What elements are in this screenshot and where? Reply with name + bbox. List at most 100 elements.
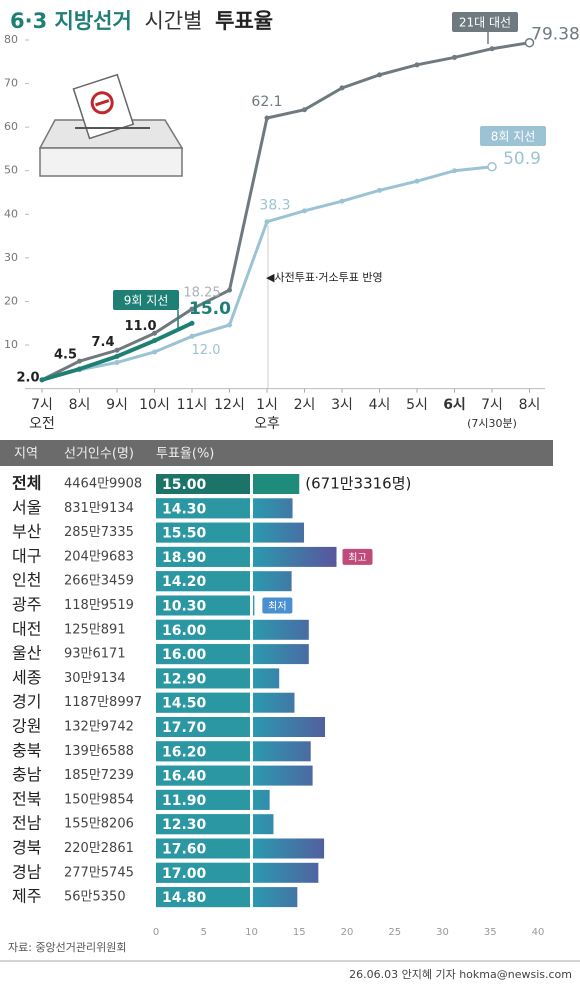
y-tick-label: 40 xyxy=(4,207,18,220)
data-point xyxy=(414,62,420,68)
data-point xyxy=(189,306,195,312)
data-point xyxy=(524,37,535,48)
y-tick-label: 70 xyxy=(4,77,18,90)
badge xyxy=(342,548,373,565)
separator xyxy=(250,862,253,883)
x-tick-label: 1시 xyxy=(256,397,278,413)
value-label: 18.90 xyxy=(162,550,207,566)
separator xyxy=(250,765,253,786)
x-tick-label: 8시 xyxy=(69,397,91,413)
data-point xyxy=(414,178,420,184)
voters: 204만9683 xyxy=(64,549,134,564)
data-point xyxy=(114,353,120,359)
region: 부산 xyxy=(12,522,42,541)
region: 대구 xyxy=(12,546,41,565)
x-tick-label: 8시 xyxy=(519,397,541,413)
data-point xyxy=(264,219,270,225)
x-tick-label: 5 xyxy=(201,927,207,938)
voters: 118만9519 xyxy=(64,598,134,613)
label-box xyxy=(156,765,250,786)
data-label: 7.4 xyxy=(91,335,114,350)
separator xyxy=(250,887,253,908)
value-label: 16.00 xyxy=(162,647,207,663)
data-point xyxy=(77,358,82,364)
data-point xyxy=(227,322,232,328)
source: 자료: 중앙선거관리위원회 xyxy=(8,941,127,954)
separator xyxy=(250,498,253,519)
voters: 4464만9908 xyxy=(64,477,142,492)
x-tick-label: 10 xyxy=(245,927,258,938)
badge xyxy=(262,597,293,614)
x-tick-label: 40 xyxy=(532,927,545,938)
label-box xyxy=(156,814,250,835)
value-label: 15.50 xyxy=(162,526,207,542)
x-tick-label: 25 xyxy=(388,927,401,938)
region: 제주 xyxy=(12,887,41,906)
value-label: 10.30 xyxy=(162,599,207,615)
label-box xyxy=(156,546,250,567)
voters: 266만3459 xyxy=(64,574,134,589)
legend-label: 21대 대선 xyxy=(459,16,511,30)
data-point xyxy=(339,198,345,204)
x-tick-label: 2시 xyxy=(294,397,316,413)
voters: 93만6171 xyxy=(64,647,126,662)
data-point xyxy=(114,359,120,365)
region: 충남 xyxy=(12,765,42,784)
voters: 139만6588 xyxy=(64,744,134,759)
value-label: 16.20 xyxy=(162,744,207,760)
voters: 30만9134 xyxy=(64,671,126,686)
data-label: 50.9 xyxy=(503,149,541,169)
data-point xyxy=(264,115,270,121)
data-point xyxy=(302,208,307,214)
value-label: 12.90 xyxy=(162,671,207,687)
value-label: 12.30 xyxy=(162,817,207,833)
x-tick-label: 9시 xyxy=(106,397,128,413)
region: 광주 xyxy=(12,595,41,614)
x-tick-label: 10시 xyxy=(139,397,170,413)
voters: 1187만8997 xyxy=(64,695,142,710)
region: 강원 xyxy=(12,717,41,736)
title-part: 투표율 xyxy=(215,9,273,33)
label-box xyxy=(156,717,250,737)
y-tick-label: 50 xyxy=(4,164,18,177)
data-point xyxy=(452,168,457,174)
data-point xyxy=(302,107,307,113)
y-tick-label: 30 xyxy=(4,251,18,264)
voters: 150만9854 xyxy=(64,792,134,807)
region: 대전 xyxy=(12,619,41,638)
voters: 155만8206 xyxy=(64,817,134,832)
separator xyxy=(250,474,253,494)
data-point xyxy=(152,330,157,336)
data-point xyxy=(339,85,345,91)
voters: 220만2861 xyxy=(64,841,134,856)
region: 경기 xyxy=(12,692,41,711)
value-label: 16.00 xyxy=(162,623,207,639)
label-box xyxy=(156,692,250,713)
voters: 132만9742 xyxy=(64,720,134,735)
legend-label: 8회 지선 xyxy=(491,130,536,144)
voters: 56만5350 xyxy=(64,890,126,905)
data-point xyxy=(189,333,195,339)
data-label: 18.25 xyxy=(183,286,220,301)
x-sublabel: 오전 xyxy=(29,416,55,432)
value-label: 15.00 xyxy=(162,477,207,493)
separator xyxy=(250,619,253,640)
data-point xyxy=(227,287,232,293)
data-point xyxy=(377,187,382,193)
column-header: 지역 xyxy=(14,447,38,462)
value-label: 17.60 xyxy=(162,842,207,858)
data-label: 62.1 xyxy=(251,94,282,110)
label-box xyxy=(156,741,250,762)
region: 인천 xyxy=(12,571,41,590)
label-box xyxy=(156,522,250,543)
voters: 125만891 xyxy=(64,622,126,637)
label-box xyxy=(156,571,250,592)
x-tick-label: 12시 xyxy=(214,397,245,413)
y-tick-label: 10 xyxy=(4,338,18,351)
data-point xyxy=(39,377,45,383)
separator xyxy=(250,717,253,737)
value-label: 17.00 xyxy=(162,866,207,882)
x-tick-label: 15 xyxy=(293,927,306,938)
value-label: 14.50 xyxy=(162,696,207,712)
